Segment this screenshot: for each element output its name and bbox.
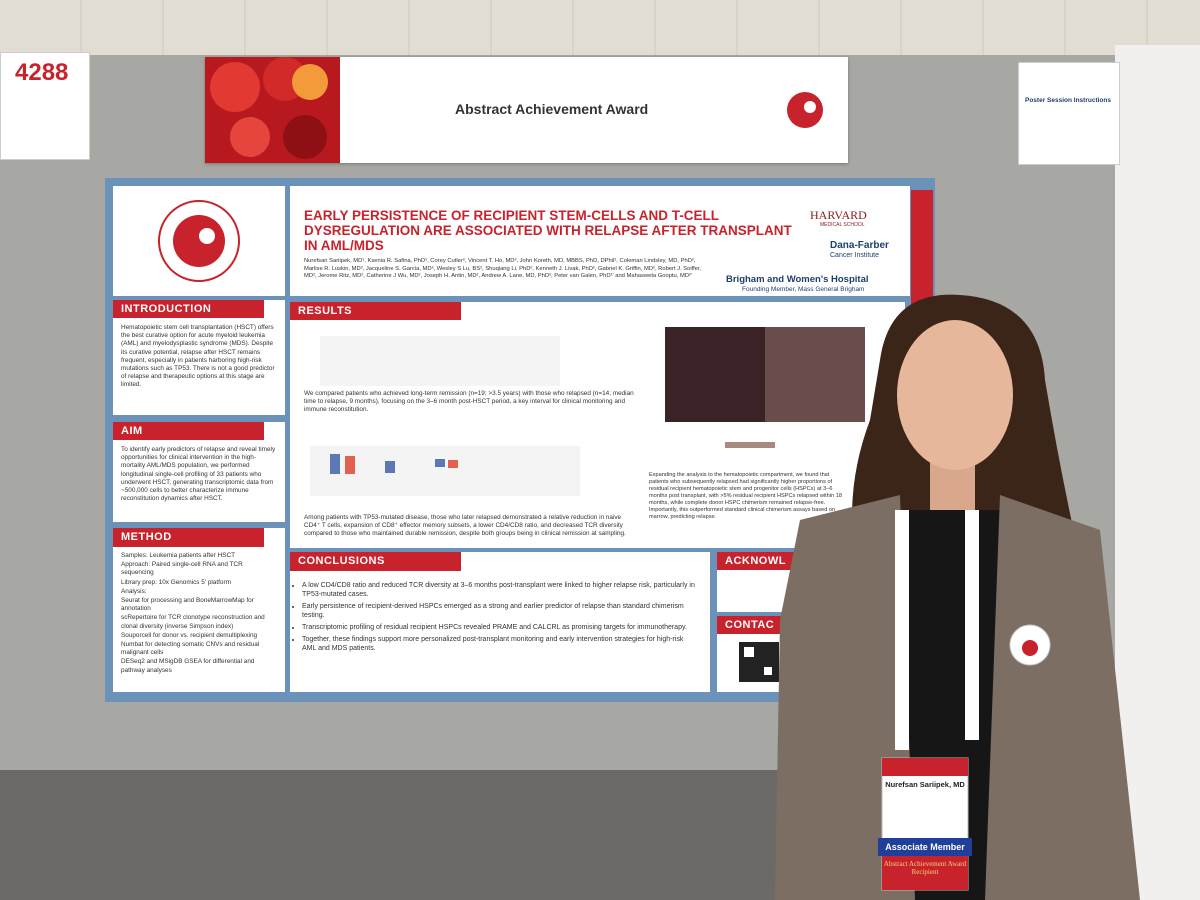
logo-text: Cancer Institute: [830, 252, 880, 259]
section-heading: INTRODUCTION: [113, 300, 264, 318]
logo-box: [113, 186, 285, 296]
poster-title: EARLY PERSISTENCE OF RECIPIENT STEM-CELL…: [304, 208, 792, 253]
banner-title: Abstract Achievement Award: [455, 101, 649, 117]
award-banner: Abstract Achievement Award: [205, 57, 848, 163]
logo-text: Brigham and Women's Hospital: [726, 274, 869, 285]
logo-text: MEDICAL SCHOOL: [820, 222, 865, 228]
section-text: To identify early predictors of relapse …: [121, 446, 276, 503]
section-text: Hematopoietic stem cell transplantation …: [121, 324, 275, 389]
society-seal: [158, 200, 240, 282]
conclusion-item: Together, these findings support more pe…: [302, 635, 697, 653]
results-text: We compared patients who achieved long-t…: [304, 390, 634, 414]
method-box: METHOD Samples: Leukemia patients after …: [113, 528, 285, 692]
method-item: Library prep: 10x Genomics 5' platform: [121, 578, 231, 586]
logo-text: Dana-Farber: [830, 240, 889, 251]
section-heading: AIM: [113, 422, 264, 440]
results-text: Expanding the analysis to the hematopoie…: [649, 472, 842, 520]
badge-member: Associate Member: [878, 838, 972, 856]
section-heading: RESULTS: [290, 302, 461, 320]
number-sign: 4288: [0, 52, 90, 160]
section-heading: METHOD: [113, 528, 264, 547]
divider-panel: [1115, 45, 1200, 900]
method-item: Samples: Leukemia patients after HSCT: [121, 552, 236, 559]
intro-box: INTRODUCTION Hematopoietic stem cell tra…: [113, 300, 285, 415]
conclusions-box: CONCLUSIONS A low CD4/CD8 ratio and redu…: [290, 552, 710, 692]
conclusion-list: A low CD4/CD8 ratio and reduced TCR dive…: [290, 581, 697, 653]
wall: [0, 0, 1200, 55]
method-item: Seurat for processing and BoneMarrowMap …: [121, 597, 254, 613]
society-logo: [787, 92, 823, 128]
section-heading: CONCLUSIONS: [290, 552, 461, 571]
results-right: Expanding the analysis to the hematopoie…: [645, 302, 905, 548]
aim-box: AIM To identify early predictors of rela…: [113, 422, 285, 522]
banner-graphic: [205, 57, 340, 163]
instructions-title: Poster Session Instructions: [1025, 97, 1111, 104]
instructions-card: Poster Session Instructions: [1018, 62, 1120, 165]
method-item: Analysis:: [121, 587, 147, 595]
poster-number: 4288: [15, 59, 69, 86]
authors: Nurefsan Sariipek, MD¹, Ksenia R. Safina…: [304, 258, 702, 280]
side-tab: [911, 190, 933, 320]
results-box: RESULTS We compared patients who achieve…: [290, 302, 710, 548]
method-item: Numbat for detecting somatic CNVs and re…: [121, 641, 260, 657]
conclusion-item: Early persistence of recipient-derived H…: [302, 602, 697, 620]
method-item: DESeq2 and MSigDB GSEA for differential …: [121, 658, 255, 674]
method-item: scRepertoire for TCR clonotype reconstru…: [121, 614, 265, 630]
heatmap: [665, 327, 865, 448]
header: EARLY PERSISTENCE OF RECIPIENT STEM-CELL…: [290, 186, 910, 296]
logo-text: HARVARD: [810, 208, 867, 222]
conclusion-item: Transcriptomic profiling of residual rec…: [302, 623, 697, 632]
conclusion-item: A low CD4/CD8 ratio and reduced TCR dive…: [302, 581, 697, 599]
method-item: Souporcell for donor vs. recipient demul…: [121, 631, 258, 639]
qr-code: [739, 642, 779, 682]
badge-ribbon: Abstract Achievement Award Recipient: [882, 856, 968, 890]
method-item: Approach: Paired single-cell RNA and TCR…: [121, 561, 243, 577]
poster: EARLY PERSISTENCE OF RECIPIENT STEM-CELL…: [105, 178, 935, 702]
logo-text: Founding Member, Mass General Brigham: [742, 286, 865, 293]
badge-name: Nurefsan Sariipek, MD: [885, 780, 965, 789]
results-text: Among patients with TP53-mutated disease…: [304, 514, 626, 538]
results-figures: [310, 336, 580, 496]
